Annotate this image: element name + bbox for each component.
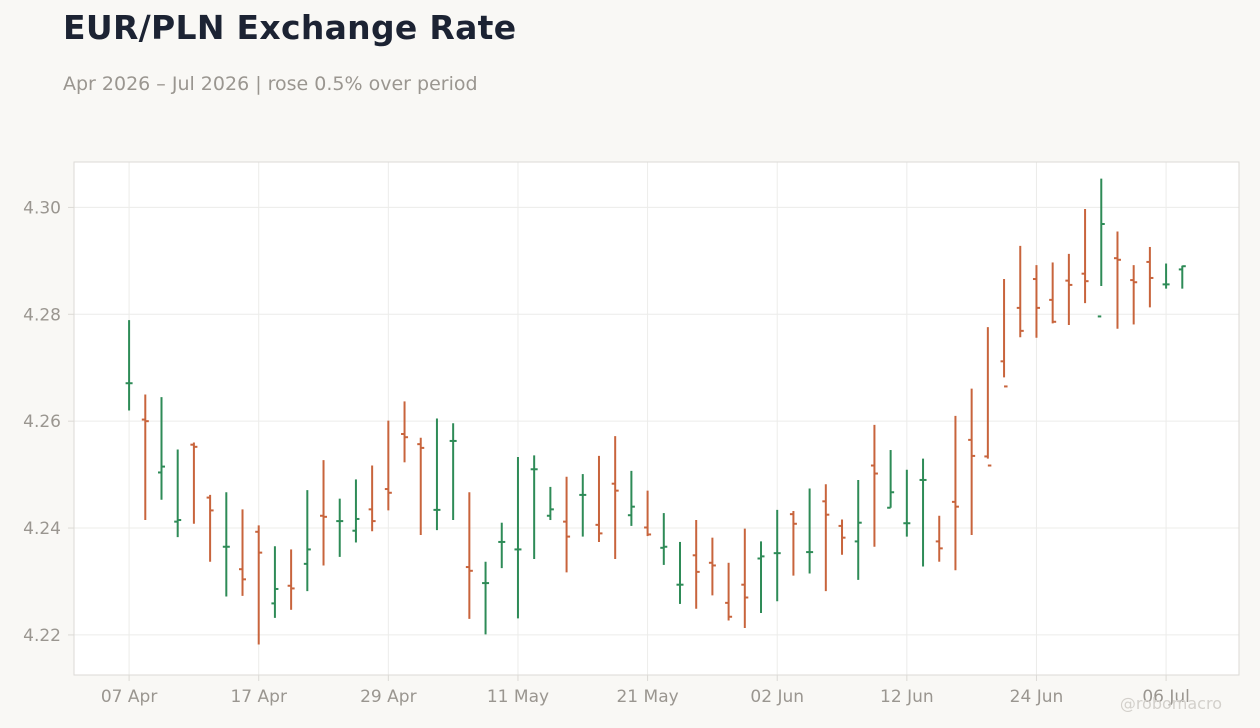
ohlc-bar bbox=[1097, 178, 1105, 318]
ohlc-bar bbox=[255, 525, 263, 645]
ohlc-bar bbox=[384, 420, 392, 511]
chart-title: EUR/PLN Exchange Rate bbox=[63, 8, 517, 47]
ohlc-bar bbox=[174, 449, 182, 538]
ohlc-bar bbox=[320, 460, 328, 566]
x-tick-label: 02 Jun bbox=[750, 687, 804, 707]
x-tick-label: 29 Apr bbox=[360, 687, 416, 707]
ohlc-bar bbox=[579, 474, 587, 537]
ohlc-bar bbox=[822, 484, 830, 592]
ohlc-bar bbox=[1000, 279, 1008, 388]
axis-ticks: 4.22 4.24 4.26 4.28 4.30 07 Apr 17 Apr 29 Apr 11… bbox=[23, 198, 1190, 707]
ohlc-bar bbox=[660, 513, 668, 565]
ohlc-bar bbox=[951, 415, 959, 571]
ohlc-bar bbox=[611, 436, 619, 560]
watermark: @robomacro bbox=[1119, 694, 1222, 713]
ohlc-bar bbox=[141, 394, 149, 521]
ohlc-bar bbox=[222, 492, 230, 597]
ohlc-bar bbox=[125, 320, 133, 411]
ohlc-bar bbox=[1113, 231, 1121, 329]
ohlc-bar bbox=[433, 418, 441, 531]
y-tick-label: 4.28 bbox=[23, 305, 61, 325]
ohlc-bar bbox=[1016, 245, 1024, 338]
x-tick-label: 11 May bbox=[487, 687, 549, 707]
ohlc-bar bbox=[206, 494, 214, 562]
ohlc-bar bbox=[692, 520, 700, 609]
ohlc-bar bbox=[1130, 265, 1138, 325]
ohlc-bar bbox=[1146, 246, 1154, 308]
ohlc-bar bbox=[919, 458, 927, 567]
ohlc-bar bbox=[352, 479, 360, 543]
y-tick-label: 4.30 bbox=[23, 198, 61, 218]
ohlc-bar bbox=[676, 541, 684, 604]
x-tick-label: 17 Apr bbox=[230, 687, 286, 707]
plot-area bbox=[74, 162, 1239, 675]
plot-frame bbox=[73, 161, 1240, 676]
ohlc-bar bbox=[1162, 263, 1170, 289]
ohlc-bar bbox=[482, 561, 490, 635]
ohlc-bar bbox=[287, 549, 295, 610]
ohlc-bar bbox=[806, 488, 814, 574]
ohlc-bar bbox=[725, 562, 733, 621]
ohlc-bar bbox=[190, 442, 198, 524]
ohlc-bar bbox=[1049, 262, 1057, 324]
ohlc-bars bbox=[125, 178, 1186, 645]
ohlc-bar bbox=[595, 455, 603, 542]
x-tick-label: 07 Apr bbox=[101, 687, 157, 707]
ohlc-bar bbox=[498, 522, 506, 569]
ohlc-bar bbox=[303, 490, 311, 592]
ohlc-bar bbox=[271, 546, 279, 618]
ohlc-bar bbox=[465, 492, 473, 619]
ohlc-bar bbox=[514, 456, 522, 619]
ohlc-bar bbox=[903, 469, 911, 537]
ohlc-bar bbox=[1081, 209, 1089, 304]
ohlc-bar bbox=[530, 455, 538, 560]
y-tick-label: 4.26 bbox=[23, 412, 61, 432]
y-tick-label: 4.22 bbox=[23, 626, 61, 646]
y-tick-label: 4.24 bbox=[23, 519, 61, 539]
ohlc-bar bbox=[887, 450, 895, 509]
ohlc-bar bbox=[854, 479, 862, 580]
ohlc-bar bbox=[838, 519, 846, 555]
ohlc-bar bbox=[1178, 265, 1186, 289]
ohlc-bar bbox=[417, 437, 425, 535]
ohlc-bar bbox=[984, 327, 992, 467]
ohlc-bar bbox=[644, 490, 652, 537]
ohlc-bar bbox=[773, 509, 781, 602]
ohlc-bar bbox=[449, 423, 457, 521]
x-tick-label: 12 Jun bbox=[880, 687, 934, 707]
ohlc-bar bbox=[789, 510, 797, 576]
ohlc-bar bbox=[627, 470, 635, 526]
ohlc-bar bbox=[239, 509, 247, 596]
ohlc-bar bbox=[708, 537, 716, 596]
ohlc-bar bbox=[157, 397, 165, 500]
ohlc-bar bbox=[757, 541, 765, 614]
ohlc-bar bbox=[741, 528, 749, 628]
x-tick-label: 21 May bbox=[616, 687, 678, 707]
chart-subtitle: Apr 2026 – Jul 2026 | rose 0.5% over per… bbox=[63, 73, 478, 95]
x-tick-label: 06 Jul bbox=[1142, 687, 1190, 707]
ohlc-bar bbox=[368, 465, 376, 532]
ohlc-bar bbox=[870, 424, 878, 547]
ohlc-bar bbox=[546, 486, 554, 521]
ohlc-bar bbox=[1065, 253, 1073, 325]
ohlc-bar bbox=[401, 401, 409, 463]
ohlc-bar bbox=[968, 388, 976, 535]
ohlc-bar bbox=[935, 515, 943, 562]
x-tick-label: 24 Jun bbox=[1010, 687, 1064, 707]
ohlc-bar bbox=[563, 476, 571, 573]
ohlc-bar bbox=[1032, 265, 1040, 338]
ohlc-bar bbox=[336, 498, 344, 557]
